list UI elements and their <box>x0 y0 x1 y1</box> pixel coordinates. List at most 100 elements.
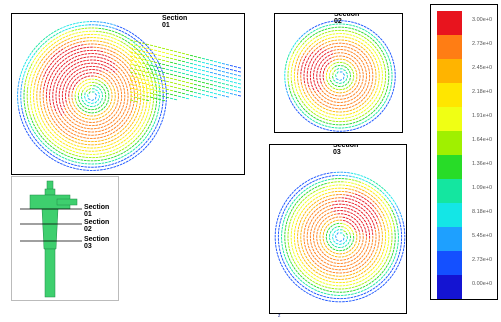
velocity-vector <box>329 246 333 249</box>
velocity-vector <box>372 180 376 183</box>
velocity-vector <box>141 44 144 47</box>
velocity-vector <box>324 49 327 52</box>
velocity-vector <box>389 222 392 226</box>
velocity-vector <box>324 41 328 44</box>
velocity-vector <box>113 24 117 26</box>
velocity-vector <box>325 64 328 68</box>
velocity-vector <box>324 276 328 278</box>
velocity-vector <box>347 80 350 84</box>
velocity-vector <box>185 53 190 56</box>
velocity-vector <box>365 255 368 258</box>
velocity-vector <box>315 282 319 285</box>
velocity-vector <box>126 110 129 114</box>
velocity-vector <box>366 27 370 30</box>
velocity-vector <box>326 51 330 54</box>
velocity-vector <box>67 113 71 117</box>
velocity-vector <box>137 130 140 133</box>
velocity-vector <box>79 118 82 121</box>
velocity-vector <box>291 215 293 219</box>
velocity-vector <box>217 77 222 80</box>
velocity-vector <box>354 124 358 127</box>
velocity-vector <box>289 60 291 64</box>
velocity-vector <box>315 93 319 97</box>
velocity-vector <box>365 55 368 59</box>
velocity-vector <box>327 182 331 184</box>
velocity-vector <box>323 100 327 103</box>
velocity-vector <box>364 82 366 86</box>
velocity-vector <box>79 57 83 60</box>
velocity-vector <box>85 72 89 75</box>
velocity-vector <box>142 143 146 146</box>
velocity-vector <box>85 82 88 85</box>
velocity-vector <box>134 154 138 158</box>
velocity-vector <box>44 80 47 83</box>
velocity-vector <box>35 112 38 116</box>
velocity-vector <box>67 55 71 58</box>
velocity-vector <box>383 261 386 265</box>
velocity-vector <box>134 107 137 111</box>
velocity-vector <box>111 91 113 95</box>
velocity-vector <box>327 215 331 218</box>
velocity-vector <box>367 43 370 46</box>
velocity-vector <box>149 48 154 51</box>
velocity-vector <box>336 222 340 225</box>
velocity-vector <box>289 193 292 197</box>
velocity-vector <box>295 264 298 267</box>
velocity-vector <box>55 36 59 39</box>
velocity-vector <box>343 97 347 100</box>
velocity-vector <box>137 93 142 96</box>
velocity-vector <box>360 99 364 102</box>
velocity-vector <box>397 208 400 211</box>
velocity-vector <box>367 53 371 56</box>
velocity-vector <box>52 38 56 41</box>
velocity-vector <box>379 60 381 63</box>
velocity-vector <box>61 137 65 141</box>
velocity-vector <box>81 109 85 112</box>
velocity-vector <box>58 80 60 84</box>
velocity-vector <box>318 257 321 260</box>
velocity-vector <box>322 271 326 274</box>
velocity-vector <box>68 138 71 141</box>
velocity-vector <box>56 161 60 164</box>
velocity-vector <box>347 46 351 49</box>
velocity-vector <box>345 113 349 116</box>
velocity-vector <box>331 204 335 206</box>
velocity-vector <box>278 248 281 252</box>
velocity-vector <box>295 61 298 65</box>
velocity-vector <box>82 66 86 69</box>
velocity-vector <box>83 87 86 90</box>
velocity-vector <box>37 58 40 62</box>
velocity-vector <box>387 262 390 266</box>
velocity-vector <box>377 84 379 87</box>
velocity-vector <box>350 209 354 211</box>
velocity-vector <box>72 153 75 156</box>
velocity-vector <box>21 67 24 71</box>
velocity-vector <box>319 37 323 40</box>
velocity-vector <box>225 79 230 82</box>
velocity-vector <box>309 261 312 264</box>
velocity-vector <box>313 45 316 48</box>
velocity-vector <box>305 248 308 251</box>
velocity-vector <box>363 270 367 273</box>
velocity-vector <box>18 77 21 81</box>
velocity-vector <box>110 81 113 85</box>
velocity-vector <box>105 102 108 106</box>
velocity-vector <box>325 108 329 111</box>
velocity-vector <box>323 67 326 71</box>
velocity-vector <box>367 204 370 207</box>
velocity-vector <box>323 248 326 251</box>
velocity-vector <box>133 129 136 133</box>
velocity-vector <box>61 40 64 43</box>
velocity-vector <box>40 135 43 138</box>
velocity-vector <box>379 221 381 224</box>
velocity-vector <box>79 82 82 85</box>
velocity-vector <box>373 85 376 89</box>
velocity-vector <box>351 41 355 44</box>
velocity-vector <box>350 51 353 54</box>
velocity-vector <box>103 48 107 50</box>
velocity-vector <box>145 91 150 94</box>
velocity-vector <box>57 64 60 67</box>
velocity-vector <box>353 56 357 60</box>
velocity-vector <box>300 266 304 269</box>
velocity-vector <box>294 209 297 213</box>
